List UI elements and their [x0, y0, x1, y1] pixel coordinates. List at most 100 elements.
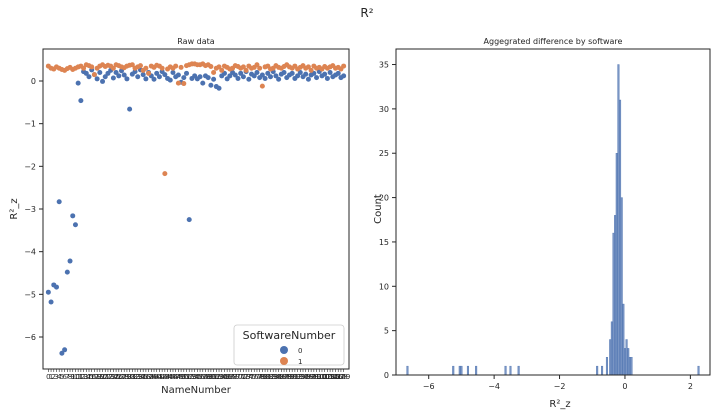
- x-tick-label: 12: [76, 373, 85, 381]
- scatter-point-series-1: [143, 65, 149, 71]
- scatter-point-series-0: [62, 347, 68, 353]
- scatter-point-series-0: [154, 70, 160, 76]
- y-tick-label: 0: [384, 371, 389, 380]
- x-tick-label: 76: [250, 373, 259, 381]
- scatter-point-series-0: [94, 76, 100, 82]
- scatter-point-series-0: [205, 75, 211, 81]
- x-tick-label: 18: [93, 373, 102, 381]
- x-tick-label: 99: [312, 373, 321, 381]
- scatter-point-series-1: [208, 63, 214, 69]
- scatter-point-series-0: [167, 77, 173, 83]
- x-tick-label: 45: [166, 373, 175, 381]
- scatter-point-series-0: [254, 69, 260, 75]
- histogram-bar: [466, 365, 469, 376]
- x-tick-label: 71: [236, 373, 245, 381]
- histogram-bar: [458, 365, 461, 376]
- x-tick-label: 31: [128, 373, 137, 381]
- x-tick-label: 3: [54, 373, 58, 381]
- x-tick-label: 42: [158, 373, 167, 381]
- scatter-point-series-1: [259, 83, 265, 89]
- scatter-point-series-1: [146, 70, 152, 76]
- x-tick-label: 106: [329, 373, 343, 381]
- x-tick-label: 17: [90, 373, 99, 381]
- legend-label-1: 1: [298, 358, 302, 366]
- scatter-frame: [42, 48, 350, 370]
- x-tick-label: 15: [85, 373, 94, 381]
- histogram-x-axis: −6 −4 −2 0 2: [423, 375, 693, 391]
- scatter-point-series-0: [295, 73, 301, 79]
- x-tick-label: 30: [125, 373, 134, 381]
- x-tick-label: 108: [334, 373, 347, 381]
- x-tick-label: 67: [225, 373, 234, 381]
- scatter-point-series-0: [197, 74, 203, 80]
- x-tick-label: 103: [321, 373, 334, 381]
- x-tick-label: 77: [252, 373, 261, 381]
- histogram-bar: [628, 357, 631, 376]
- scatter-x-label: NameNumber: [161, 385, 232, 396]
- x-tick-label: 82: [266, 373, 275, 381]
- x-tick-label: 7: [65, 373, 69, 381]
- x-tick-label: 1: [49, 373, 53, 381]
- x-tick-label: 89: [285, 373, 294, 381]
- y-tick-label: −4: [24, 248, 36, 257]
- x-tick-label: 44: [163, 373, 172, 381]
- scatter-point-series-0: [70, 213, 76, 219]
- scatter-point-series-0: [143, 76, 149, 82]
- scatter-point-series-1: [181, 81, 187, 87]
- scatter-point-series-0: [262, 75, 268, 81]
- histogram-bar: [697, 365, 700, 376]
- y-tick-label: 30: [379, 105, 389, 114]
- figure-suptitle: R²: [360, 6, 373, 20]
- legend-marker-0: [280, 346, 288, 354]
- scatter-point-series-0: [75, 80, 81, 86]
- scatter-point-series-0: [67, 258, 73, 264]
- x-tick-label: 81: [263, 373, 272, 381]
- scatter-point-series-0: [175, 72, 181, 78]
- x-tick-label: 96: [304, 373, 313, 381]
- scatter-point-series-0: [305, 76, 311, 82]
- x-tick-label: 4: [57, 373, 62, 381]
- x-tick-label: 16: [87, 373, 96, 381]
- y-tick-label: 5: [384, 327, 389, 336]
- scatter-point-series-0: [72, 222, 78, 228]
- scatter-point-series-0: [268, 74, 273, 80]
- scatter-panel: Raw data 0−1−2−3−4−5−6 01234567891011121…: [9, 37, 350, 396]
- x-tick-label: 41: [155, 373, 164, 381]
- histogram-bar: [452, 365, 455, 376]
- x-tick-label: 79: [258, 373, 267, 381]
- x-tick-label: 27: [117, 373, 126, 381]
- y-tick-label: −5: [24, 290, 36, 299]
- x-tick-label: 11: [74, 373, 83, 381]
- x-tick-label: 63: [215, 373, 224, 381]
- scatter-point-series-0: [186, 217, 192, 223]
- legend-box: [233, 324, 345, 366]
- scatter-point-series-1: [137, 63, 143, 69]
- x-tick-label: 8: [68, 373, 72, 381]
- x-tick-label: 19: [95, 373, 104, 381]
- x-tick-label: 28: [120, 373, 129, 381]
- histogram-bar: [601, 365, 604, 376]
- x-tick-label: 72: [239, 373, 248, 381]
- scatter-legend: SoftwareNumber 0 1: [233, 324, 345, 366]
- scatter-point-series-1: [211, 69, 217, 75]
- scatter-point-series-1: [305, 64, 311, 70]
- scatter-point-series-1: [159, 65, 165, 71]
- scatter-point-series-0: [200, 80, 206, 86]
- scatter-point-series-0: [235, 75, 241, 81]
- x-tick-label: 107: [332, 373, 345, 381]
- scatter-point-series-0: [240, 74, 246, 80]
- histogram-bar: [509, 365, 512, 376]
- scatter-point-series-0: [83, 70, 89, 76]
- x-tick-label: 33: [133, 373, 142, 381]
- x-tick-label: 32: [131, 373, 140, 381]
- scatter-point-series-0: [208, 82, 214, 88]
- x-tick-label: 75: [247, 373, 256, 381]
- x-tick-label: 102: [318, 373, 331, 381]
- y-tick-label: 20: [379, 194, 389, 203]
- x-tick-label: 24: [109, 373, 118, 381]
- scatter-point-series-0: [97, 69, 103, 75]
- histogram-bar: [627, 348, 630, 376]
- scatter-point-series-0: [259, 72, 265, 78]
- x-tick-label: 43: [160, 373, 169, 381]
